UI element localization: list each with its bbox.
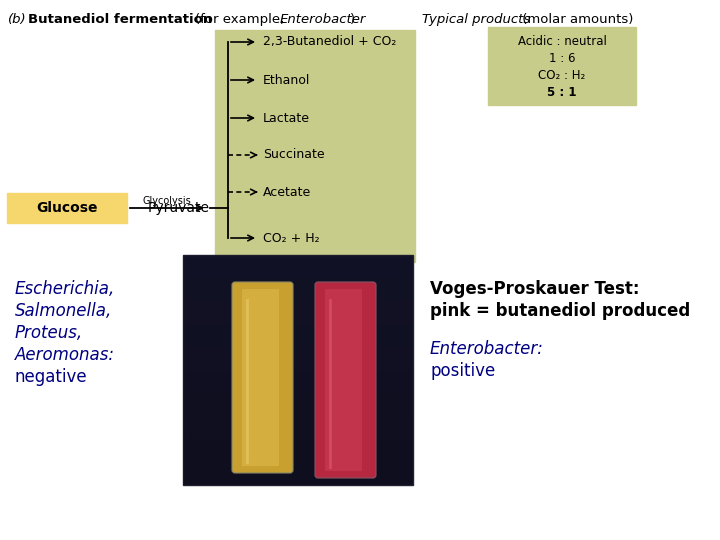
Text: (for example,: (for example, — [195, 13, 289, 26]
Text: ): ) — [350, 13, 355, 26]
Text: Acidic : neutral: Acidic : neutral — [518, 35, 606, 48]
Text: negative: negative — [15, 368, 88, 386]
Text: Ethanol: Ethanol — [263, 73, 310, 86]
FancyBboxPatch shape — [325, 289, 362, 471]
Text: Proteus,: Proteus, — [15, 324, 83, 342]
FancyBboxPatch shape — [183, 462, 413, 485]
Text: Butanediol fermentation: Butanediol fermentation — [28, 13, 212, 26]
FancyBboxPatch shape — [7, 193, 127, 223]
FancyBboxPatch shape — [183, 393, 413, 416]
Text: Succinate: Succinate — [263, 148, 325, 161]
Text: Salmonella,: Salmonella, — [15, 302, 112, 320]
FancyBboxPatch shape — [183, 324, 413, 347]
Text: Typical products: Typical products — [422, 13, 530, 26]
Text: CO₂ + H₂: CO₂ + H₂ — [263, 232, 320, 245]
FancyBboxPatch shape — [232, 282, 293, 473]
Text: positive: positive — [430, 362, 495, 380]
Text: 2,3-Butanediol + CO₂: 2,3-Butanediol + CO₂ — [263, 36, 397, 49]
FancyBboxPatch shape — [183, 255, 413, 278]
FancyBboxPatch shape — [183, 347, 413, 370]
Text: pink = butanediol produced: pink = butanediol produced — [430, 302, 690, 320]
FancyBboxPatch shape — [183, 301, 413, 324]
Text: Escherichia,: Escherichia, — [15, 280, 115, 298]
FancyBboxPatch shape — [183, 255, 413, 485]
Text: 1 : 6: 1 : 6 — [549, 52, 575, 65]
FancyBboxPatch shape — [183, 439, 413, 462]
Text: Pyruvate: Pyruvate — [148, 201, 210, 215]
FancyBboxPatch shape — [488, 27, 636, 105]
Text: (molar amounts): (molar amounts) — [518, 13, 634, 26]
Text: Enterobacter:: Enterobacter: — [430, 340, 544, 358]
Text: Acetate: Acetate — [263, 186, 311, 199]
Text: Lactate: Lactate — [263, 111, 310, 125]
Text: Aeromonas:: Aeromonas: — [15, 346, 115, 364]
FancyBboxPatch shape — [183, 278, 413, 301]
Text: (b): (b) — [8, 13, 27, 26]
Text: 5 : 1: 5 : 1 — [547, 86, 577, 99]
FancyBboxPatch shape — [215, 30, 415, 262]
FancyBboxPatch shape — [242, 289, 279, 466]
Text: Glycolysis: Glycolysis — [142, 196, 191, 206]
FancyBboxPatch shape — [183, 416, 413, 439]
Text: Glucose: Glucose — [36, 201, 98, 215]
FancyBboxPatch shape — [183, 370, 413, 393]
Text: Voges-Proskauer Test:: Voges-Proskauer Test: — [430, 280, 639, 298]
FancyBboxPatch shape — [315, 282, 376, 478]
Text: Enterobacter: Enterobacter — [280, 13, 366, 26]
Text: CO₂ : H₂: CO₂ : H₂ — [539, 69, 585, 82]
